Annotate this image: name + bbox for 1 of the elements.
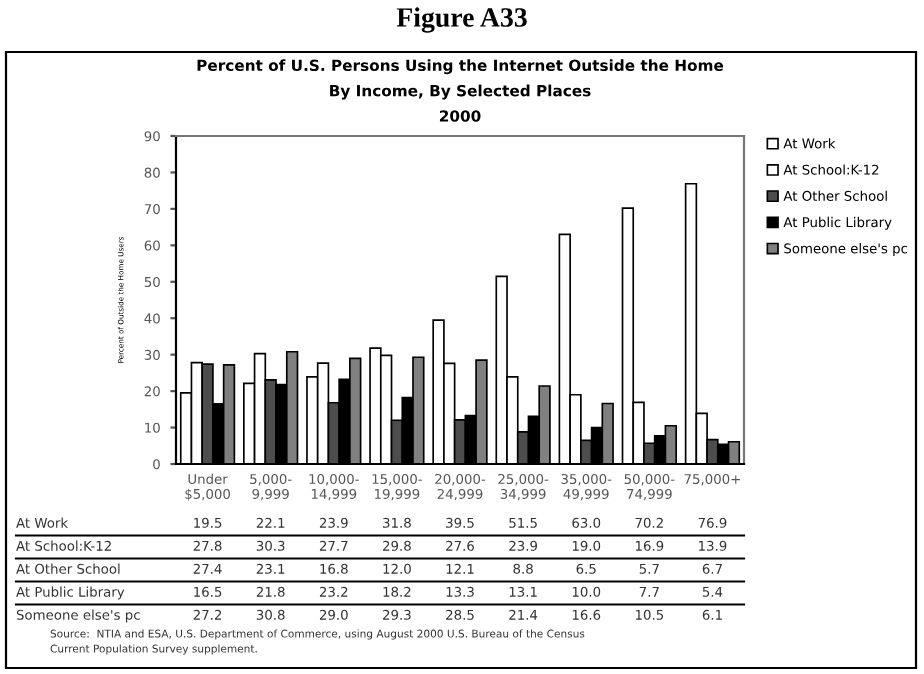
- chart-title: Figure A33: [396, 7, 527, 33]
